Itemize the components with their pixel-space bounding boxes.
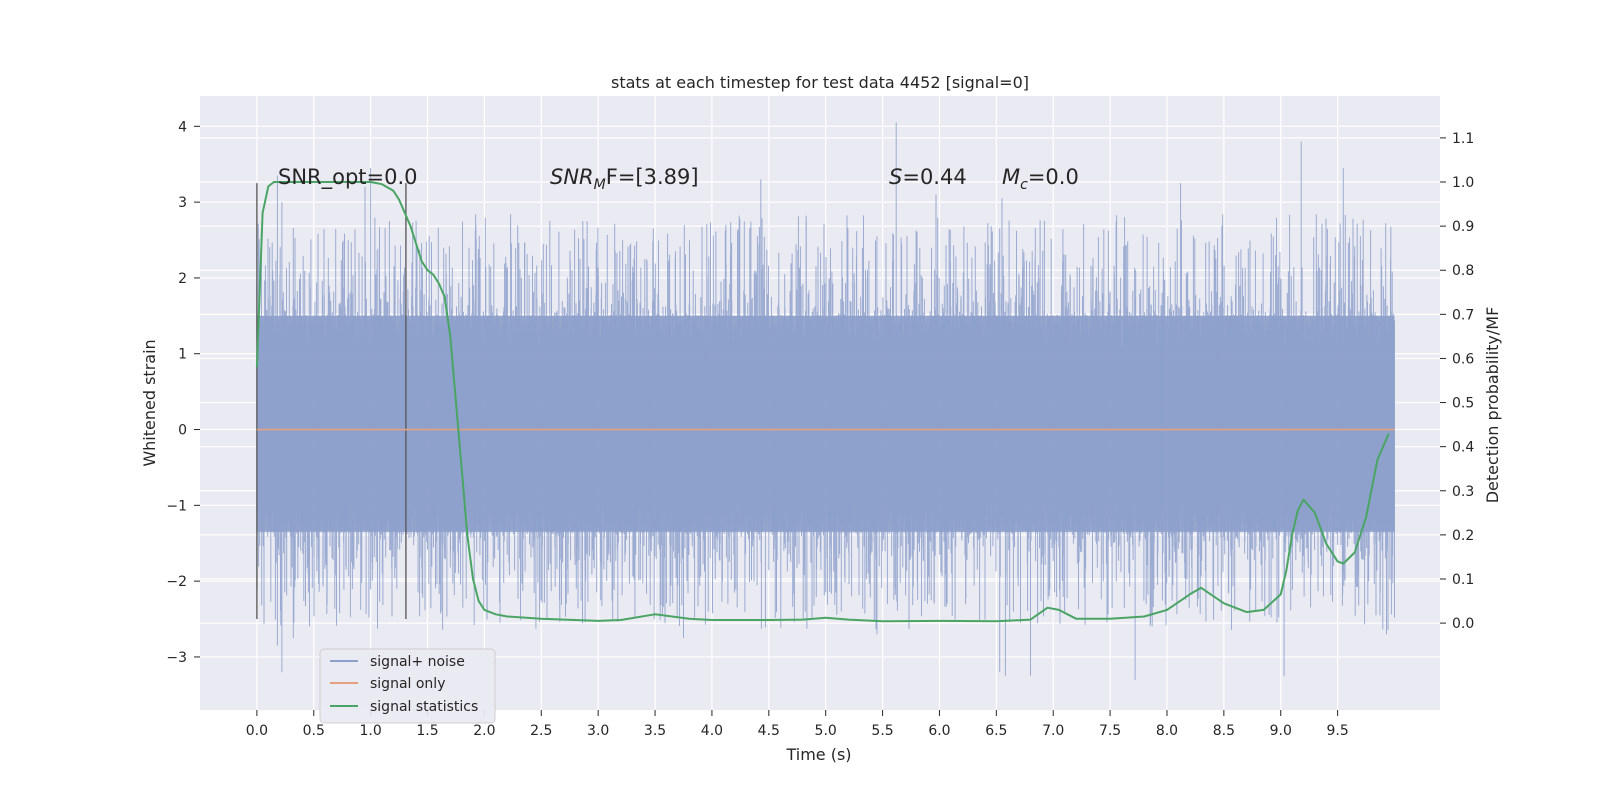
annotation-mc-sub: c xyxy=(1020,177,1028,193)
y-tick-label-left: 4 xyxy=(178,119,187,135)
y-tick-label-right: 0.4 xyxy=(1452,440,1474,456)
y-tick-label-right: 1.1 xyxy=(1452,131,1474,147)
annotation-mc-main: M xyxy=(1002,165,1020,189)
annotation-snr-mf-sub: M xyxy=(594,177,606,193)
x-tick-label: 2.5 xyxy=(530,723,552,739)
x-tick-label: 2.0 xyxy=(473,723,495,739)
annotation-snr-opt: SNR_opt=0.0 xyxy=(278,165,418,190)
x-tick-label: 0.0 xyxy=(246,723,268,739)
y-tick-label-left: −3 xyxy=(166,650,187,666)
annotation-s-main: S xyxy=(889,165,902,189)
signal-statistics-series xyxy=(255,181,1390,623)
y-tick-label-left: 3 xyxy=(178,195,187,211)
x-axis-label: Time (s) xyxy=(785,745,851,764)
x-tick-label: 8.0 xyxy=(1156,723,1178,739)
x-tick-label: 7.0 xyxy=(1042,723,1064,739)
x-tick-label: 5.5 xyxy=(871,723,893,739)
x-tick-label: 6.5 xyxy=(985,723,1007,739)
signal-statistics-line xyxy=(255,181,1390,623)
annotation-snr-mf: SNRMF=[3.89] xyxy=(550,165,699,193)
x-tick-label: 1.5 xyxy=(416,723,438,739)
axis-ticks: 0.0 0.5 1.0 1.5 2.0 2.5 3.0 3.5 4.0 4.5 5.0 5.5 6.0 6… xyxy=(166,119,1474,739)
annotation-snr-mf-main: SNR xyxy=(550,165,594,189)
y-tick-label-right: 0.2 xyxy=(1452,528,1474,544)
y-tick-label-right: 0.7 xyxy=(1452,307,1474,323)
x-tick-label: 9.5 xyxy=(1326,723,1348,739)
annotation-s-rest: =0.44 xyxy=(902,165,966,189)
legend: signal+ noise signal only signal statist… xyxy=(319,648,496,724)
y-tick-label-right: 0.3 xyxy=(1452,484,1474,500)
x-tick-label: 0.5 xyxy=(303,723,325,739)
annotation-snr-mf-rest: F=[3.89] xyxy=(606,165,699,189)
y-tick-label-right: 0.1 xyxy=(1452,572,1474,588)
y-tick-label-left: −2 xyxy=(166,574,187,590)
x-tick-label: 5.0 xyxy=(815,723,837,739)
y-tick-label-right: 1.0 xyxy=(1452,175,1474,191)
y-tick-label-right: 0.0 xyxy=(1452,616,1474,632)
x-tick-label: 8.5 xyxy=(1213,723,1235,739)
legend-label-signal-statistics: signal statistics xyxy=(370,699,478,715)
y-tick-label-right: 0.5 xyxy=(1452,396,1474,412)
legend-label-signal-noise: signal+ noise xyxy=(370,654,465,670)
y-axis-label-right: Detection probability/MF xyxy=(1483,307,1502,504)
x-tick-label: 4.0 xyxy=(701,723,723,739)
y-tick-label-left: 2 xyxy=(178,271,187,287)
annotation-mc: Mc=0.0 xyxy=(1002,165,1079,193)
x-tick-label: 3.5 xyxy=(644,723,666,739)
y-tick-label-right: 0.6 xyxy=(1452,351,1474,367)
x-tick-label: 3.0 xyxy=(587,723,609,739)
x-tick-label: 6.0 xyxy=(928,723,950,739)
y-axis-label-left: Whitened strain xyxy=(140,339,159,466)
annotation-s: S=0.44 xyxy=(889,165,967,189)
x-tick-label: 4.5 xyxy=(758,723,780,739)
legend-label-signal-only: signal only xyxy=(370,676,445,692)
y-tick-label-left: −1 xyxy=(166,498,187,514)
signal-noise-series xyxy=(256,122,1395,680)
x-tick-label: 9.0 xyxy=(1270,723,1292,739)
x-tick-label: 1.0 xyxy=(360,723,382,739)
annotation-mc-rest: =0.0 xyxy=(1028,165,1079,189)
x-tick-label: 7.5 xyxy=(1099,723,1121,739)
y-tick-label-right: 0.9 xyxy=(1452,219,1474,235)
marker-vertical-lines xyxy=(256,183,407,620)
legend-box xyxy=(319,648,496,724)
y-tick-label-left: 1 xyxy=(178,347,187,363)
y-tick-label-right: 0.8 xyxy=(1452,263,1474,279)
y-tick-label-left: 0 xyxy=(178,423,187,439)
chart-title: stats at each timestep for test data 445… xyxy=(611,73,1029,92)
